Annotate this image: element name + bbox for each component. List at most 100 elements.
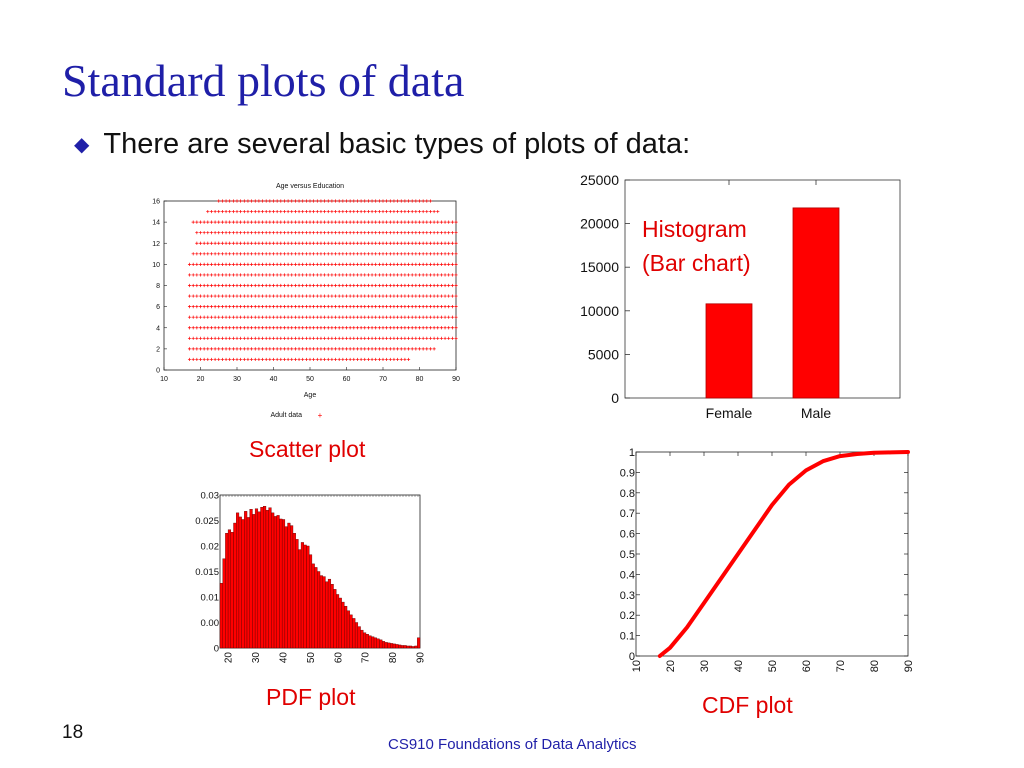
scatter-point xyxy=(312,315,316,319)
scatter-point xyxy=(377,273,381,277)
scatter-point xyxy=(428,305,433,309)
pdf-bar xyxy=(314,567,318,649)
scatter-point xyxy=(246,326,250,330)
scatter-point xyxy=(286,199,290,203)
scatter-point xyxy=(253,231,257,235)
scatter-point xyxy=(257,262,261,266)
scatter-point xyxy=(443,220,447,224)
scatter-point xyxy=(253,305,257,309)
scatter-point xyxy=(421,283,425,288)
scatter-point xyxy=(286,209,290,214)
scatter-point xyxy=(425,294,429,298)
scatter-point xyxy=(326,326,330,330)
pdf-bar xyxy=(417,637,421,649)
scatter-point xyxy=(388,231,392,235)
cdf-x-tick-label: 10 xyxy=(631,660,643,672)
scatter-point xyxy=(275,294,279,298)
scatter-point xyxy=(293,262,297,266)
scatter-point xyxy=(388,357,392,362)
scatter-point xyxy=(202,241,206,245)
cdf-y-tick-label: 0.5 xyxy=(620,549,635,561)
scatter-point xyxy=(315,305,319,309)
scatter-point xyxy=(293,347,297,351)
scatter-point xyxy=(209,220,214,224)
scatter-point xyxy=(282,336,287,340)
scatter-point xyxy=(447,336,451,340)
scatter-point xyxy=(290,252,294,256)
scatter-point xyxy=(290,336,294,340)
scatter-point xyxy=(355,326,360,330)
scatter-point xyxy=(231,231,235,235)
scatter-point xyxy=(304,326,308,330)
scatter-point xyxy=(191,357,195,362)
scatter-point xyxy=(202,273,206,277)
cdf-x-tick-label: 70 xyxy=(835,660,847,672)
scatter-point xyxy=(363,294,367,298)
scatter-point xyxy=(326,305,330,309)
scatter-point xyxy=(235,357,239,362)
pdf-bar xyxy=(311,563,315,649)
pdf-y-tick-label: 0.03 xyxy=(201,491,220,502)
scatter-point xyxy=(282,273,287,277)
scatter-point xyxy=(268,336,272,340)
scatter-point xyxy=(231,347,235,351)
pdf-bar xyxy=(290,525,294,649)
scatter-point xyxy=(191,326,195,330)
scatter-point xyxy=(359,347,363,351)
scatter-point xyxy=(410,305,414,309)
scatter-point xyxy=(414,283,418,288)
scatter-point xyxy=(370,252,374,256)
scatter-point xyxy=(403,231,407,235)
scatter-point xyxy=(250,326,254,330)
scatter-point xyxy=(301,262,305,266)
scatter-point xyxy=(253,209,257,214)
scatter-point xyxy=(454,336,458,340)
scatter-point xyxy=(396,209,400,214)
scatter-point xyxy=(392,357,396,362)
scatter-point xyxy=(253,347,257,351)
scatter-point xyxy=(406,283,411,288)
scatter-point xyxy=(293,209,297,214)
scatter-point xyxy=(454,252,458,256)
scatter-point xyxy=(301,315,305,319)
pdf-chart: 0 0.00 0.01 0.015 0.02 0.025 0.03 20 30 40 50 60 70 8… xyxy=(195,491,426,664)
scatter-point xyxy=(363,241,367,245)
scatter-point xyxy=(239,220,243,224)
pdf-bar xyxy=(319,575,323,649)
scatter-point xyxy=(297,199,301,203)
pdf-bar xyxy=(336,594,340,649)
scatter-point xyxy=(436,283,440,288)
scatter-point xyxy=(231,336,235,340)
scatter-point xyxy=(396,315,400,319)
scatter-point xyxy=(242,294,246,298)
scatter-point xyxy=(217,294,221,298)
scatter-point xyxy=(454,326,458,330)
pdf-bar xyxy=(403,645,407,649)
scatter-point xyxy=(228,273,232,277)
scatter-point xyxy=(264,262,268,266)
scatter-point xyxy=(323,220,327,224)
scatter-point xyxy=(410,283,414,288)
pdf-bar xyxy=(284,526,288,649)
cdf-y-tick-label: 0.1 xyxy=(620,631,635,643)
scatter-point xyxy=(268,294,272,298)
scatter-point xyxy=(246,209,250,214)
scatter-point xyxy=(377,220,381,224)
scatter-point xyxy=(217,305,221,309)
scatter-point xyxy=(301,199,305,203)
scatter-point xyxy=(450,294,454,298)
pdf-bar xyxy=(227,529,232,649)
scatter-point xyxy=(355,262,360,266)
scatter-point xyxy=(246,220,250,224)
scatter-point xyxy=(231,252,235,256)
pdf-bar xyxy=(338,597,342,649)
scatter-point xyxy=(271,241,276,245)
scatter-point xyxy=(370,283,374,288)
scatter-point xyxy=(454,273,458,277)
scatter-point xyxy=(304,283,308,288)
scatter-point xyxy=(286,347,290,351)
pdf-bar xyxy=(298,549,302,649)
scatter-point xyxy=(381,326,385,330)
scatter-point xyxy=(436,252,440,256)
scatter-point xyxy=(235,305,239,309)
